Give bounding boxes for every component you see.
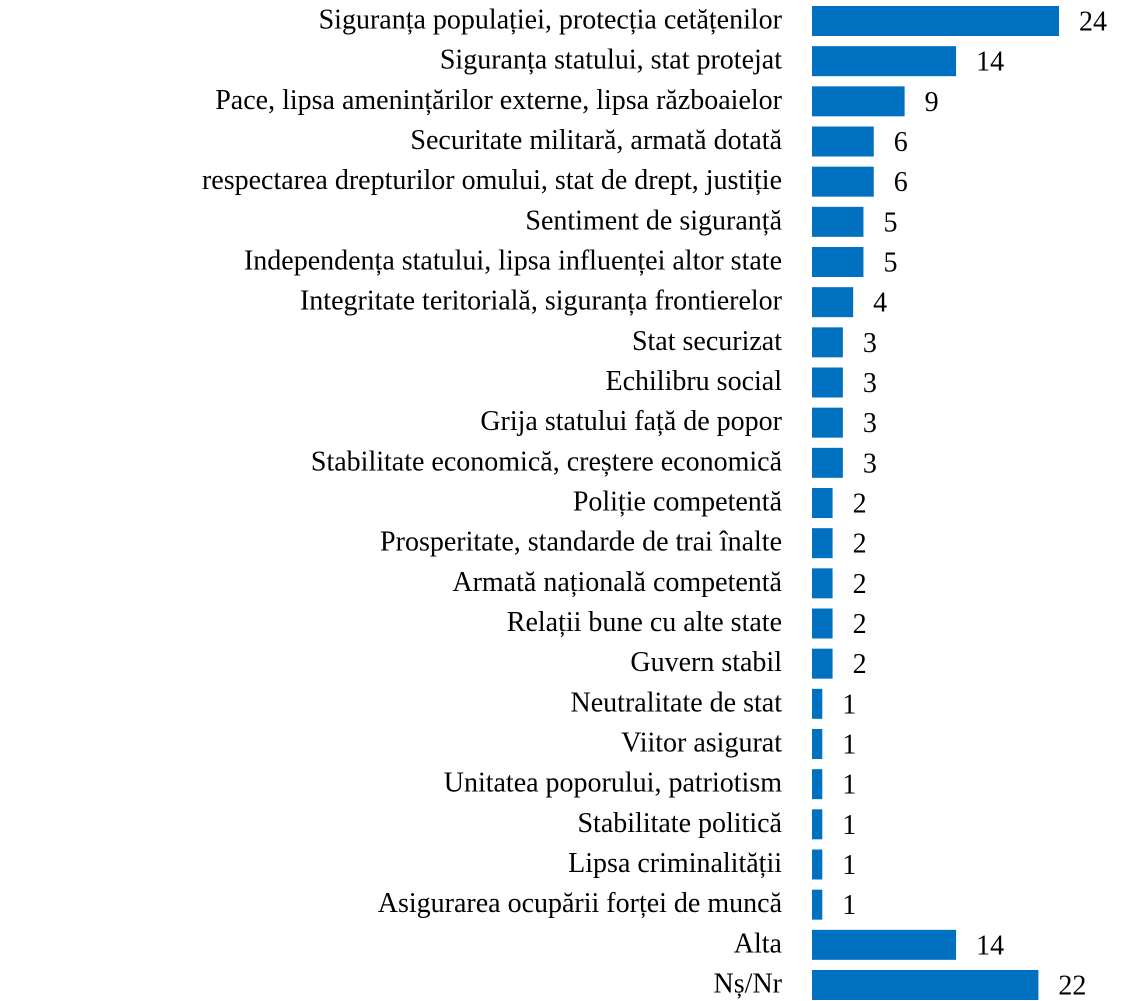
category-label: Poliție competentă [573, 486, 783, 517]
bar [812, 568, 833, 599]
category-label: Grija statului față de popor [480, 406, 782, 437]
category-label: Sentiment de siguranță [525, 205, 782, 236]
value-label: 6 [894, 127, 908, 158]
category-label: Integritate teritorială, siguranța front… [300, 286, 783, 317]
bar [812, 970, 1039, 1000]
bar [812, 688, 823, 719]
value-label: 2 [853, 569, 867, 600]
value-label: 14 [976, 47, 1004, 78]
value-label: 2 [853, 529, 867, 560]
category-label: Neutralitate de stat [571, 687, 783, 718]
bar [812, 608, 833, 639]
bar [812, 929, 957, 960]
value-label: 1 [842, 689, 856, 720]
value-label: 1 [842, 810, 856, 841]
value-label: 3 [863, 368, 877, 399]
category-label: Guvern stabil [630, 647, 782, 678]
bar [812, 407, 843, 438]
value-label: 3 [863, 448, 877, 479]
bar [812, 729, 823, 759]
value-label: 6 [894, 167, 908, 198]
bar [812, 769, 823, 800]
value-label: 1 [842, 729, 856, 760]
bar [812, 367, 843, 398]
category-label: Asigurarea ocupării forței de muncă [378, 888, 783, 919]
value-label: 1 [842, 890, 856, 921]
category-label: Stabilitate economică, creștere economic… [311, 446, 783, 477]
bar [812, 809, 823, 840]
bar [812, 488, 833, 518]
category-label: Relații bune cu alte state [507, 607, 782, 638]
value-label: 5 [883, 207, 897, 238]
category-label: Pace, lipsa amenințărilor externe, lipsa… [215, 85, 782, 116]
category-label: Viitor asigurat [621, 727, 782, 758]
category-label: Prosperitate, standarde de trai înalte [380, 527, 782, 558]
value-label: 2 [853, 649, 867, 680]
bar [812, 528, 833, 559]
value-label: 14 [976, 930, 1004, 961]
value-label: 4 [873, 288, 887, 319]
value-label: 3 [863, 408, 877, 439]
bar [812, 287, 854, 318]
bar [812, 447, 843, 478]
bar [812, 166, 874, 197]
category-label: Unitatea poporului, patriotism [444, 768, 782, 799]
category-label: Siguranța populației, protecția cetățeni… [319, 4, 783, 35]
category-label: Independența statului, lipsa influenței … [244, 245, 782, 276]
category-label: Lipsa criminalității [568, 848, 782, 879]
value-label: 24 [1079, 6, 1107, 37]
bar [812, 46, 957, 77]
bar [812, 648, 833, 679]
category-label: Stabilitate politică [577, 808, 782, 839]
bar [812, 889, 823, 920]
value-label: 9 [925, 87, 939, 118]
value-label: 1 [842, 850, 856, 881]
category-label: Alta [734, 928, 783, 959]
bar [812, 327, 843, 358]
bar [812, 849, 823, 880]
category-label: Nș/Nr [714, 968, 783, 999]
category-label: respectarea drepturilor omului, stat de … [202, 165, 782, 196]
bar [812, 247, 864, 277]
value-label: 2 [853, 488, 867, 519]
category-label: Armată națională competentă [452, 567, 782, 598]
category-label: Securitate militară, armată dotată [410, 125, 782, 156]
category-label: Echilibru social [605, 366, 782, 397]
bar [812, 6, 1059, 36]
value-label: 2 [853, 609, 867, 640]
value-label: 22 [1058, 970, 1086, 1001]
value-label: 5 [883, 247, 897, 278]
value-label: 3 [863, 328, 877, 359]
value-label: 1 [842, 770, 856, 801]
bar [812, 86, 905, 117]
category-label: Siguranța statului, stat protejat [440, 45, 782, 76]
category-label: Stat securizat [632, 326, 782, 357]
bar [812, 126, 874, 157]
bar [812, 206, 864, 237]
